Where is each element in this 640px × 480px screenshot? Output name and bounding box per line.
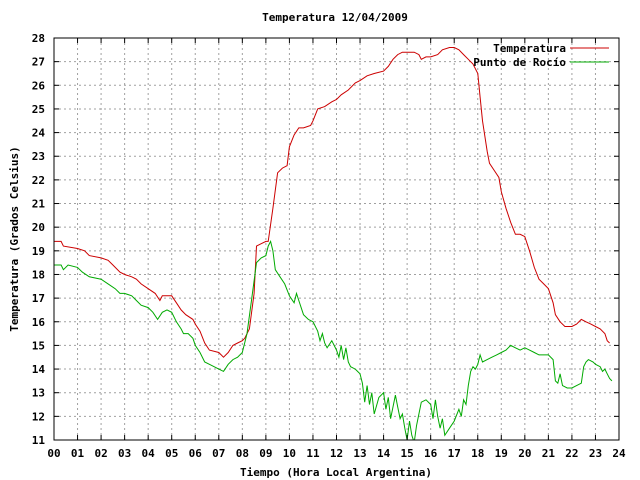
y-tick-label: 13 <box>32 387 45 400</box>
x-tick-label: 01 <box>71 447 85 460</box>
series-line-temperatura <box>54 47 610 358</box>
x-tick-label: 21 <box>542 447 556 460</box>
x-tick-label: 19 <box>495 447 508 460</box>
x-tick-label: 22 <box>565 447 578 460</box>
legend: Temperatura Punto de Rocío <box>473 42 609 69</box>
x-tick-label: 16 <box>424 447 438 460</box>
y-tick-label: 28 <box>32 32 45 45</box>
y-tick-label: 18 <box>32 268 45 281</box>
y-axis-label: Temperatura (Grados Celsius) <box>8 146 21 331</box>
y-tick-label: 11 <box>32 434 46 447</box>
x-axis-label: Tiempo (Hora Local Argentina) <box>240 466 432 479</box>
chart-title: Temperatura 12/04/2009 <box>262 11 408 24</box>
x-tick-label: 13 <box>353 447 366 460</box>
x-tick-label: 12 <box>330 447 343 460</box>
x-tick-label: 23 <box>589 447 602 460</box>
y-tick-label: 22 <box>32 174 45 187</box>
x-tick-label: 15 <box>401 447 414 460</box>
y-tick-label: 19 <box>32 245 45 258</box>
y-tick-label: 24 <box>32 127 46 140</box>
x-tick-label: 18 <box>471 447 484 460</box>
y-tick-label: 25 <box>32 103 45 116</box>
legend-label-temperatura: Temperatura <box>493 42 566 55</box>
x-tick-label: 02 <box>94 447 107 460</box>
x-tick-label: 10 <box>283 447 296 460</box>
y-axis: 11 12 13 14 15 16 17 18 19 20 21 22 23 24 25 26 27 28 <box>32 32 619 447</box>
x-tick-label: 04 <box>142 447 156 460</box>
y-tick-label: 27 <box>32 56 45 69</box>
y-tick-label: 16 <box>32 316 46 329</box>
x-tick-label: 11 <box>306 447 320 460</box>
x-tick-label: 08 <box>236 447 249 460</box>
y-tick-label: 23 <box>32 150 45 163</box>
grid <box>54 38 619 440</box>
legend-label-punto-de-rocio: Punto de Rocío <box>473 56 566 69</box>
x-tick-label: 20 <box>518 447 531 460</box>
x-tick-label: 24 <box>612 447 626 460</box>
x-tick-label: 09 <box>259 447 272 460</box>
x-tick-label: 00 <box>47 447 60 460</box>
y-tick-label: 20 <box>32 221 45 234</box>
x-tick-label: 03 <box>118 447 131 460</box>
x-tick-label: 14 <box>377 447 391 460</box>
y-tick-label: 17 <box>32 292 45 305</box>
x-tick-label: 06 <box>189 447 203 460</box>
y-tick-label: 26 <box>32 79 46 92</box>
x-axis: 00 01 02 03 04 05 06 07 08 09 10 11 12 13 14 15 16 17 18 19… <box>47 38 626 460</box>
series-line-punto-de-rocio <box>54 239 613 440</box>
x-tick-label: 07 <box>212 447 225 460</box>
y-tick-label: 15 <box>32 339 45 352</box>
x-tick-label: 17 <box>448 447 461 460</box>
y-tick-label: 14 <box>32 363 46 376</box>
y-tick-label: 12 <box>32 410 45 423</box>
x-tick-label: 05 <box>165 447 178 460</box>
series-group <box>54 47 613 440</box>
y-tick-label: 21 <box>32 198 46 211</box>
